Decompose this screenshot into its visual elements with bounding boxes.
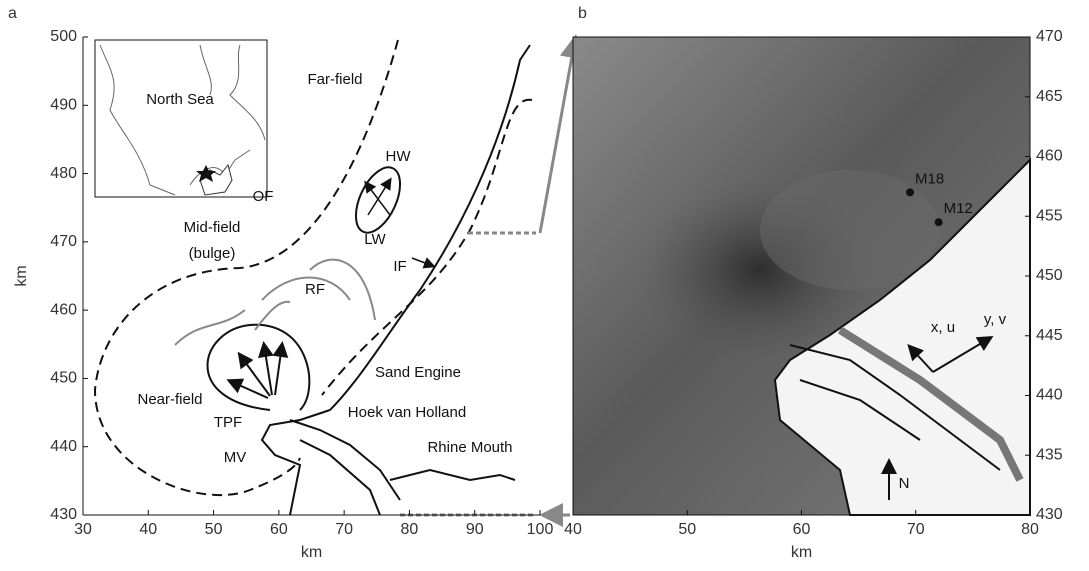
station-label: M12 bbox=[944, 200, 973, 217]
y-tick-label: 465 bbox=[1036, 88, 1063, 105]
y-tick-label: 490 bbox=[50, 97, 77, 114]
annotation: Rhine Mouth bbox=[427, 439, 512, 456]
x-tick-label: 80 bbox=[401, 521, 419, 538]
x-tick-label: 40 bbox=[139, 521, 157, 538]
annotation: RF bbox=[305, 281, 325, 298]
annotation: Sand Engine bbox=[375, 364, 461, 381]
inset-map bbox=[95, 40, 267, 197]
x-tick-label: 90 bbox=[466, 521, 484, 538]
y-tick-label: 460 bbox=[1036, 148, 1063, 165]
annotation: (bulge) bbox=[189, 245, 236, 262]
y-tick-label: 450 bbox=[50, 370, 77, 387]
station-label: M18 bbox=[915, 170, 944, 187]
annotation: x, u bbox=[931, 319, 955, 336]
annotation: MV bbox=[224, 449, 247, 466]
y-tick-label: 480 bbox=[50, 165, 77, 182]
y-tick-label: 430 bbox=[50, 506, 77, 523]
satellite-image bbox=[573, 37, 1030, 515]
y-tick-label: 440 bbox=[50, 438, 77, 455]
y-tick-label: 450 bbox=[1036, 267, 1063, 284]
panel-label: a bbox=[8, 5, 17, 22]
panel-label: b bbox=[578, 5, 587, 22]
y-tick-label: 445 bbox=[1036, 327, 1063, 344]
x-tick-label: 100 bbox=[527, 521, 554, 538]
y-tick-label: 430 bbox=[1036, 506, 1063, 523]
y-tick-label: 470 bbox=[50, 233, 77, 250]
annotation: LW bbox=[364, 231, 386, 248]
station bbox=[906, 188, 914, 196]
x-tick-label: 50 bbox=[205, 521, 223, 538]
y-tick-label: 460 bbox=[50, 301, 77, 318]
y-tick-label: 470 bbox=[1036, 28, 1063, 45]
x-axis-label: km bbox=[791, 544, 812, 561]
x-tick-label: 30 bbox=[74, 521, 92, 538]
annotation: HW bbox=[386, 148, 412, 165]
x-tick-label: 60 bbox=[270, 521, 288, 538]
y-tick-label: 500 bbox=[50, 28, 77, 45]
x-tick-label: 70 bbox=[907, 521, 925, 538]
annotation: OF bbox=[253, 188, 274, 205]
annotation: Hoek van Holland bbox=[348, 404, 466, 421]
annotation: Mid-field bbox=[184, 219, 241, 236]
annotation: Far-field bbox=[307, 71, 362, 88]
annotation: IF bbox=[393, 258, 406, 275]
x-tick-label: 50 bbox=[678, 521, 696, 538]
y-tick-label: 455 bbox=[1036, 207, 1063, 224]
x-tick-label: 40 bbox=[564, 521, 582, 538]
annotation: Near-field bbox=[137, 391, 202, 408]
x-tick-label: 80 bbox=[1021, 521, 1039, 538]
annotation: North Sea bbox=[146, 91, 214, 108]
x-tick-label: 70 bbox=[335, 521, 353, 538]
y-axis-label: km bbox=[13, 265, 30, 286]
annotation: y, v bbox=[984, 311, 1007, 328]
y-tick-label: 440 bbox=[1036, 387, 1063, 404]
y-tick-label: 435 bbox=[1036, 446, 1063, 463]
figure: 30 40 50 60 70 80 90 100 430 440 450 460 470 480 490 50… bbox=[0, 0, 1089, 571]
x-tick-label: 60 bbox=[793, 521, 811, 538]
annotation: N bbox=[899, 475, 910, 492]
x-axis-label: km bbox=[301, 544, 322, 561]
station bbox=[935, 218, 943, 226]
annotation: TPF bbox=[214, 414, 242, 431]
